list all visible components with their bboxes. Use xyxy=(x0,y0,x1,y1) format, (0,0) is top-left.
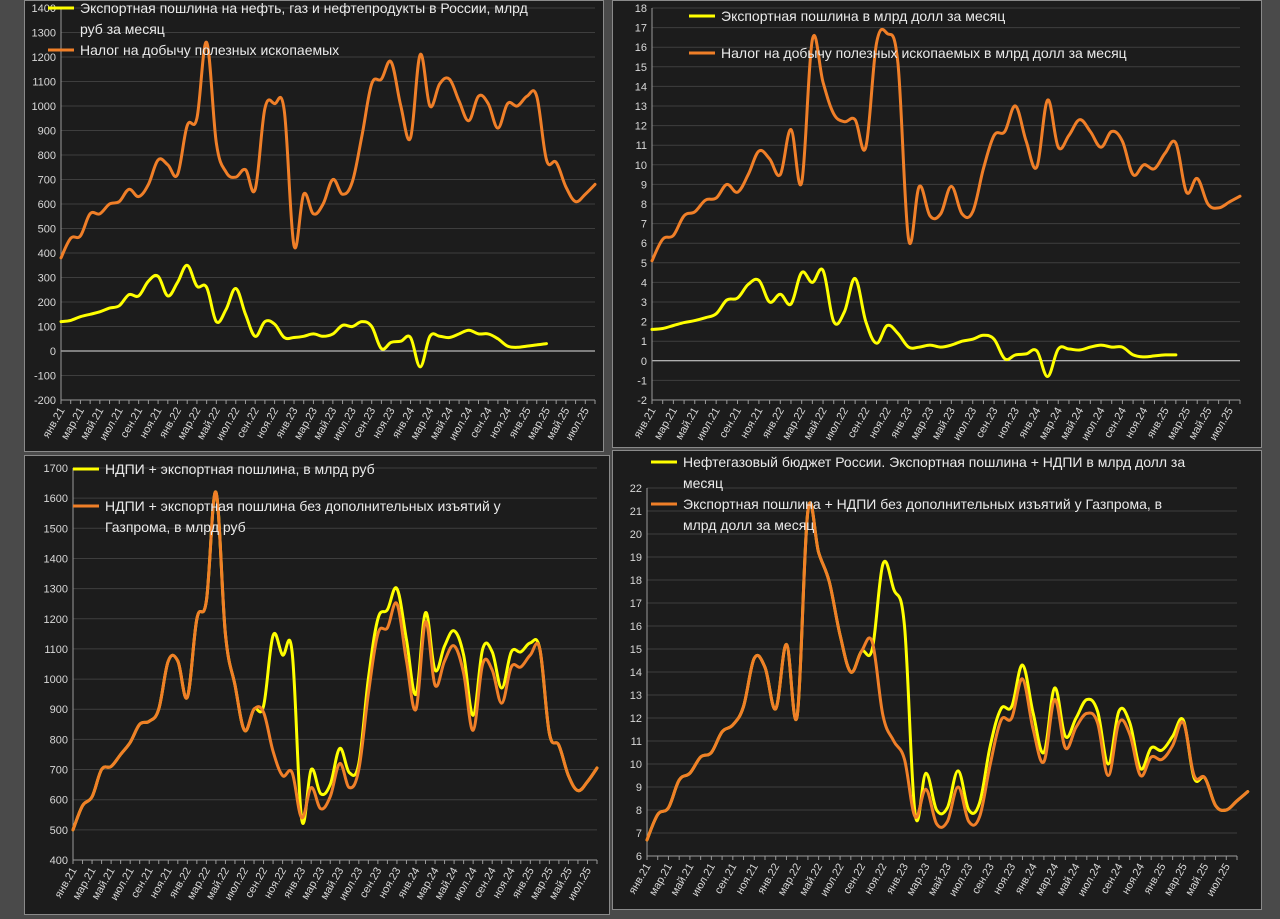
y-tick-label: 1400 xyxy=(44,553,68,565)
y-tick-label: 9 xyxy=(641,179,647,191)
y-tick-label: 1100 xyxy=(32,77,56,89)
y-tick-label: 3 xyxy=(641,297,647,309)
y-tick-label: 21 xyxy=(630,506,642,518)
y-tick-label: 7 xyxy=(636,828,642,840)
y-tick-label: 800 xyxy=(38,150,56,162)
legend-label: Налог на добычу полезных ископаемых xyxy=(80,42,339,58)
y-tick-label: 19 xyxy=(630,552,642,564)
y-tick-label: -2 xyxy=(637,395,647,407)
y-tick-label: 9 xyxy=(636,782,642,794)
y-tick-label: 20 xyxy=(630,529,642,541)
series-line-yellow xyxy=(650,267,1178,378)
y-tick-label: 14 xyxy=(635,81,647,93)
y-tick-label: 400 xyxy=(50,855,68,867)
y-tick-label: 1100 xyxy=(44,644,68,656)
y-tick-label: 1000 xyxy=(32,101,56,113)
y-tick-label: 600 xyxy=(38,199,56,211)
y-tick-label: 800 xyxy=(50,734,68,746)
y-tick-label: 200 xyxy=(38,297,56,309)
y-tick-label: 7 xyxy=(641,219,647,231)
y-tick-label: 22 xyxy=(630,483,642,495)
legend-label: НДПИ + экспортная пошлина, в млрд руб xyxy=(105,461,375,477)
y-tick-label: 400 xyxy=(38,248,56,260)
series-line-orange xyxy=(71,490,599,832)
y-tick-label: 5 xyxy=(641,258,647,270)
legend-label: руб за месяц xyxy=(80,21,165,37)
legend-label: Газпрома, в млрд руб xyxy=(105,519,246,535)
y-tick-label: 0 xyxy=(50,346,56,358)
y-tick-label: 8 xyxy=(641,199,647,211)
y-tick-label: 15 xyxy=(635,62,647,74)
y-tick-label: 14 xyxy=(630,667,642,679)
y-tick-label: 11 xyxy=(631,736,642,748)
y-tick-label: 18 xyxy=(635,3,647,15)
chart-svg: 678910111213141516171819202122янв.21мар.… xyxy=(627,454,1250,899)
y-tick-label: 500 xyxy=(38,224,56,236)
y-tick-label: 500 xyxy=(50,825,68,837)
y-tick-label: 0 xyxy=(641,356,647,368)
y-tick-label: 1000 xyxy=(44,674,68,686)
y-tick-label: 16 xyxy=(630,621,642,633)
y-tick-label: 8 xyxy=(636,805,642,817)
series-line-yellow xyxy=(59,263,548,369)
y-tick-label: 1400 xyxy=(32,3,56,15)
chart-panel-export-duty-mineral-tax-usd: -2 -1 0 1 2 3 4 5 6 7 8 9 10 11 12 13 14 15 16 17 18 янв.21 ма… xyxy=(612,0,1262,448)
chart-svg: -2-10123456789101112131415161718янв.21ма… xyxy=(632,3,1242,443)
chart-svg: -200 -100 0 100 200 300 400 500 600 700 800 900 1000… xyxy=(32,1,597,443)
chart-panel-export-duty-mineral-tax-rub: -200 -100 0 100 200 300 400 500 600 700 800 900 1000… xyxy=(24,0,604,452)
y-tick-label: 1300 xyxy=(32,28,56,40)
y-tick-label: 4 xyxy=(641,277,647,289)
series-line-orange xyxy=(650,27,1242,263)
y-tick-label: 16 xyxy=(635,42,647,54)
y-tick-label: 15 xyxy=(630,644,642,656)
y-tick-label: 10 xyxy=(630,759,642,771)
chart-panel-total-usd: 6 7 8 9 10 11 12 13 14 15 16 17 18 19 20 21 22 янв.21 мар.… xyxy=(612,450,1262,910)
y-tick-label: 1700 xyxy=(44,463,68,475)
chart-svg: 400 500 600 700 800 900 1000 1100 1200 1300 1400 15… xyxy=(44,461,599,903)
chart-panel-total-rub: 400 500 600 700 800 900 1000 1100 1200 1300 1400 15… xyxy=(24,455,610,915)
legend-label: Нефтегазовый бюджет России. Экспортная п… xyxy=(683,454,1185,470)
legend-label: Экспортная пошлина + НДПИ без дополнител… xyxy=(683,496,1162,512)
y-tick-label: 6 xyxy=(641,238,647,250)
y-tick-label: 700 xyxy=(38,175,56,187)
y-tick-label: 100 xyxy=(38,322,56,334)
legend-label: млрд долл за месяц xyxy=(683,517,814,533)
legend-label: месяц xyxy=(683,475,723,491)
y-tick-label: 6 xyxy=(636,851,642,863)
y-tick-label: 12 xyxy=(630,713,642,725)
y-tick-label: 17 xyxy=(630,598,642,610)
y-tick-label: 1200 xyxy=(44,614,68,626)
series-line-yellow xyxy=(645,501,1250,842)
y-tick-label: 13 xyxy=(635,101,647,113)
y-tick-label: 1 xyxy=(641,336,647,348)
y-tick-label: 900 xyxy=(38,126,56,138)
y-tick-label: 1600 xyxy=(44,493,68,505)
y-tick-label: 11 xyxy=(636,140,647,152)
series-line-orange xyxy=(645,501,1250,842)
y-tick-label: 13 xyxy=(630,690,642,702)
y-tick-label: 10 xyxy=(635,160,647,172)
y-tick-label: -100 xyxy=(34,371,56,383)
y-tick-label: -200 xyxy=(34,395,56,407)
y-tick-label: 12 xyxy=(635,121,647,133)
y-tick-label: 600 xyxy=(50,795,68,807)
y-tick-label: 17 xyxy=(635,23,647,35)
y-tick-label: 2 xyxy=(641,317,647,329)
y-tick-label: 300 xyxy=(38,273,56,285)
y-tick-label: 700 xyxy=(50,765,68,777)
y-tick-label: 900 xyxy=(50,704,68,716)
legend-label: Экспортная пошлина в млрд долл за месяц xyxy=(721,8,1005,24)
y-tick-label: 1300 xyxy=(44,584,68,596)
legend-label: Экспортная пошлина на нефть, газ и нефте… xyxy=(80,1,528,16)
y-tick-label: 1500 xyxy=(44,523,68,535)
y-tick-label: -1 xyxy=(637,375,647,387)
legend-label: НДПИ + экспортная пошлина без дополнител… xyxy=(105,498,501,514)
legend-label: Налог на добычу полезных ископаемых в мл… xyxy=(721,45,1127,61)
y-tick-label: 18 xyxy=(630,575,642,587)
series-line-orange xyxy=(59,40,597,260)
y-tick-label: 1200 xyxy=(32,52,56,64)
